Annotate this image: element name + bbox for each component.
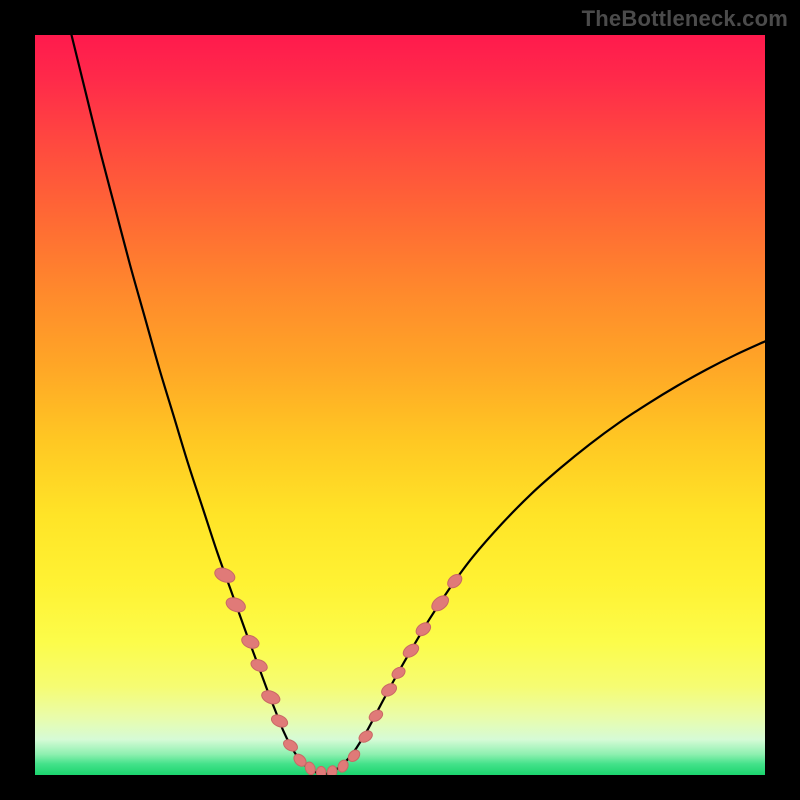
chart-stage: TheBottleneck.com xyxy=(0,0,800,800)
chart-svg xyxy=(0,0,800,800)
watermark-text: TheBottleneck.com xyxy=(582,6,788,32)
plot-gradient-area xyxy=(35,35,765,775)
